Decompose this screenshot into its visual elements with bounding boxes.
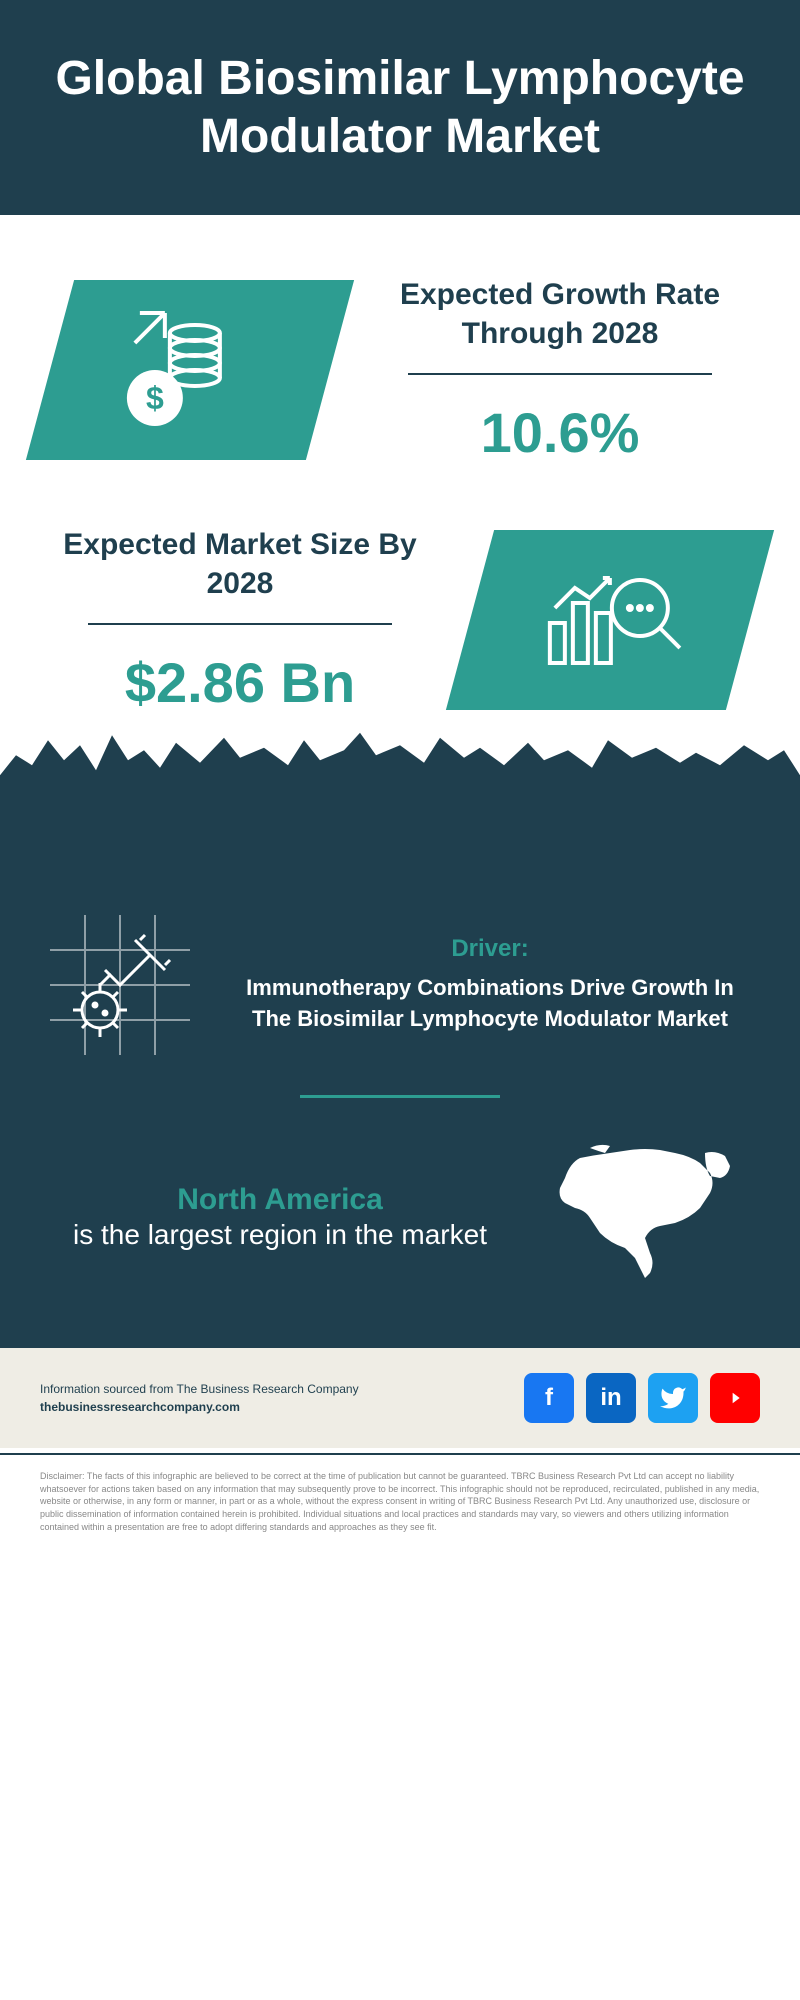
svg-text:$: $	[146, 380, 164, 416]
footer: Information sourced from The Business Re…	[0, 1348, 800, 1448]
region-sub: is the largest region in the market	[50, 1217, 510, 1253]
social-icons: f in	[524, 1373, 760, 1423]
growth-label: Expected Growth Rate Through 2028	[370, 275, 750, 353]
footer-text: Information sourced from The Business Re…	[40, 1380, 359, 1416]
market-size-value: $2.86 Bn	[50, 650, 430, 715]
twitter-icon[interactable]	[648, 1373, 698, 1423]
source-line: Information sourced from The Business Re…	[40, 1380, 359, 1398]
chart-magnify-icon	[535, 553, 685, 683]
market-size-section: Expected Market Size By 2028 $2.86 Bn	[0, 495, 800, 775]
divider	[88, 623, 392, 625]
website-text: thebusinessresearchcompany.com	[40, 1398, 359, 1416]
market-size-stat: Expected Market Size By 2028 $2.86 Bn	[50, 525, 430, 715]
driver-text: Driver: Immunotherapy Combinations Drive…	[230, 935, 750, 1035]
market-icon-box	[446, 530, 774, 710]
divider	[408, 373, 712, 375]
driver-row: Driver: Immunotherapy Combinations Drive…	[50, 915, 750, 1055]
linkedin-icon[interactable]: in	[586, 1373, 636, 1423]
dark-section: Driver: Immunotherapy Combinations Drive…	[0, 895, 800, 1348]
page-title: Global Biosimilar Lymphocyte Modulator M…	[40, 50, 760, 165]
money-growth-icon: $	[120, 303, 260, 433]
disclaimer: Disclaimer: The facts of this infographi…	[0, 1453, 800, 1573]
growth-section: $ Expected Growth Rate Through 2028 10.6…	[0, 215, 800, 495]
header: Global Biosimilar Lymphocyte Modulator M…	[0, 0, 800, 215]
driver-label: Driver:	[230, 935, 750, 963]
mid-divider	[300, 1095, 500, 1098]
region-highlight: North America	[50, 1183, 510, 1217]
growth-stat: Expected Growth Rate Through 2028 10.6%	[370, 275, 750, 465]
growth-value: 10.6%	[370, 400, 750, 465]
region-row: North America is the largest region in t…	[50, 1138, 750, 1298]
north-america-map-icon	[550, 1138, 750, 1298]
driver-icon-box	[50, 915, 190, 1055]
driver-description: Immunotherapy Combinations Drive Growth …	[230, 973, 750, 1035]
youtube-icon[interactable]	[710, 1373, 760, 1423]
syringe-virus-icon	[50, 915, 190, 1055]
map-icon-box	[550, 1138, 750, 1298]
region-text: North America is the largest region in t…	[50, 1183, 510, 1253]
facebook-icon[interactable]: f	[524, 1373, 574, 1423]
disclaimer-text: Disclaimer: The facts of this infographi…	[40, 1470, 760, 1533]
skyline-graphic	[0, 775, 800, 895]
market-size-label: Expected Market Size By 2028	[50, 525, 430, 603]
growth-icon-box: $	[26, 280, 354, 460]
